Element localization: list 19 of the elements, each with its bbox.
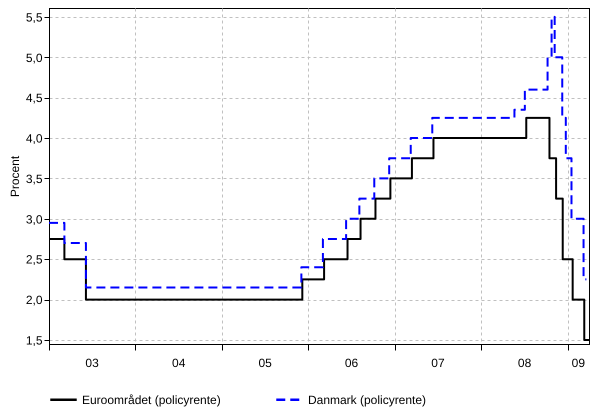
y-tick-label: 3,0 [26, 212, 43, 226]
y-tick-label: 5,0 [26, 50, 43, 65]
x-tick-label: 09 [572, 356, 586, 370]
y-tick-label: 2,5 [26, 252, 43, 267]
y-tick-label: 3,5 [26, 172, 43, 186]
y-axis-title: Procent [8, 155, 22, 198]
y-tick-label: 4,5 [26, 91, 43, 106]
x-tick-label: 04 [172, 356, 186, 370]
y-tick-label: 2,0 [26, 293, 43, 308]
x-tick-label: 07 [431, 356, 445, 370]
y-tick-label: 1,5 [26, 333, 43, 348]
x-tick-label: 06 [344, 356, 359, 370]
legend-label: Euroområdet (policyrente) [82, 392, 221, 407]
y-tick-label: 5,5 [26, 10, 43, 24]
legend-label: Danmark (policyrente) [308, 392, 426, 407]
y-tick-label: 4,0 [26, 132, 43, 146]
x-tick-label: 05 [258, 356, 272, 370]
x-tick-label: 03 [85, 356, 100, 370]
x-tick-label: 08 [518, 356, 532, 370]
